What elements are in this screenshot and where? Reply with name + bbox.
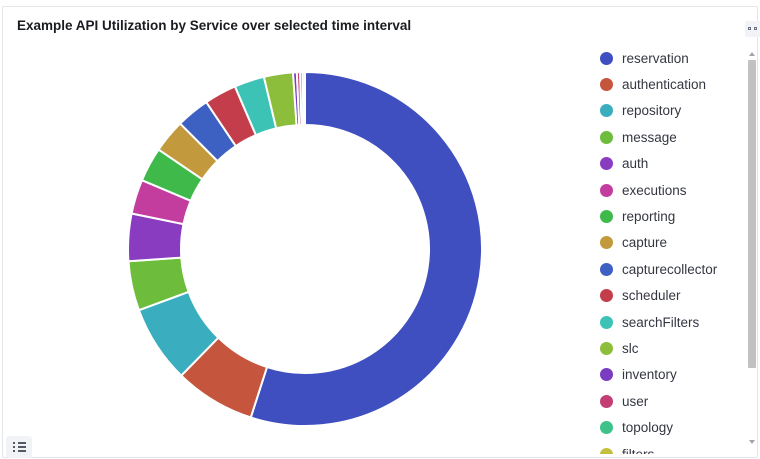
legend-color-dot (600, 341, 613, 355)
legend-color-dot (600, 130, 613, 144)
chart-legend: reservation authentication repository messa… (600, 48, 740, 454)
legend-item-reservation[interactable]: reservation (600, 48, 689, 68)
panel-options-icon-dot (754, 27, 757, 30)
legend-label: user (622, 393, 649, 409)
legend-label: capturecollector (622, 261, 718, 277)
legend-item-filters[interactable]: filters (600, 444, 654, 454)
donut-slice-reservation[interactable] (249, 70, 483, 427)
legend-color-dot (600, 394, 613, 408)
legend-label: inventory (622, 367, 677, 383)
legend-scrollbar[interactable] (746, 52, 758, 446)
legend-color-dot (600, 315, 613, 329)
legend-label: topology (622, 420, 674, 436)
legend-color-dot (600, 289, 613, 303)
panel-title: Example API Utilization by Service over … (17, 18, 412, 33)
legend-label: message (622, 129, 677, 145)
donut-slice-filters[interactable] (301, 70, 306, 127)
legend-item-authentication[interactable]: authentication (600, 74, 706, 94)
legend-label: auth (622, 156, 649, 172)
legend-color-dot (600, 421, 613, 435)
legend-item-auth[interactable]: auth (600, 154, 648, 174)
legend-color-dot (600, 77, 613, 91)
legend-item-inventory[interactable]: inventory (600, 365, 677, 385)
legend-label: authentication (622, 76, 707, 92)
legend-color-dot (600, 262, 613, 276)
legend-label: filters (622, 446, 655, 455)
legend-item-searchFilters[interactable]: searchFilters (600, 312, 699, 332)
legend-item-repository[interactable]: repository (600, 101, 681, 121)
legend-label: scheduler (622, 288, 681, 304)
legend-item-capturecollector[interactable]: capturecollector (600, 259, 717, 279)
legend-item-capture[interactable]: capture (600, 233, 667, 253)
panel-options-icon (748, 27, 751, 30)
legend-color-dot (600, 104, 613, 118)
scroll-up-icon[interactable] (749, 52, 755, 56)
legend-label: executions (622, 182, 687, 198)
legend-label: capture (622, 235, 668, 251)
legend-item-user[interactable]: user (600, 391, 648, 411)
legend-color-dot (600, 209, 613, 223)
legend-color-dot (600, 157, 613, 171)
legend-color-dot (600, 183, 613, 197)
legend-color-dot (600, 368, 613, 382)
scrollbar-thumb[interactable] (748, 60, 756, 368)
legend-item-reporting[interactable]: reporting (600, 206, 675, 226)
scroll-down-icon[interactable] (749, 440, 755, 444)
legend-label: searchFilters (622, 314, 700, 330)
legend-label: reporting (622, 208, 676, 224)
legend-item-slc[interactable]: slc (600, 338, 639, 358)
legend-toggle-button[interactable] (6, 436, 32, 458)
legend-label: reservation (622, 50, 689, 66)
legend-label: repository (622, 103, 682, 119)
panel-options-button[interactable] (745, 21, 760, 37)
legend-item-executions[interactable]: executions (600, 180, 687, 200)
legend-item-scheduler[interactable]: scheduler (600, 286, 681, 306)
legend-label: slc (622, 340, 639, 356)
legend-color-dot (600, 51, 613, 65)
legend-item-message[interactable]: message (600, 127, 677, 147)
legend-item-topology[interactable]: topology (600, 418, 673, 438)
legend-color-dot (600, 236, 613, 250)
legend-color-dot (600, 447, 613, 454)
